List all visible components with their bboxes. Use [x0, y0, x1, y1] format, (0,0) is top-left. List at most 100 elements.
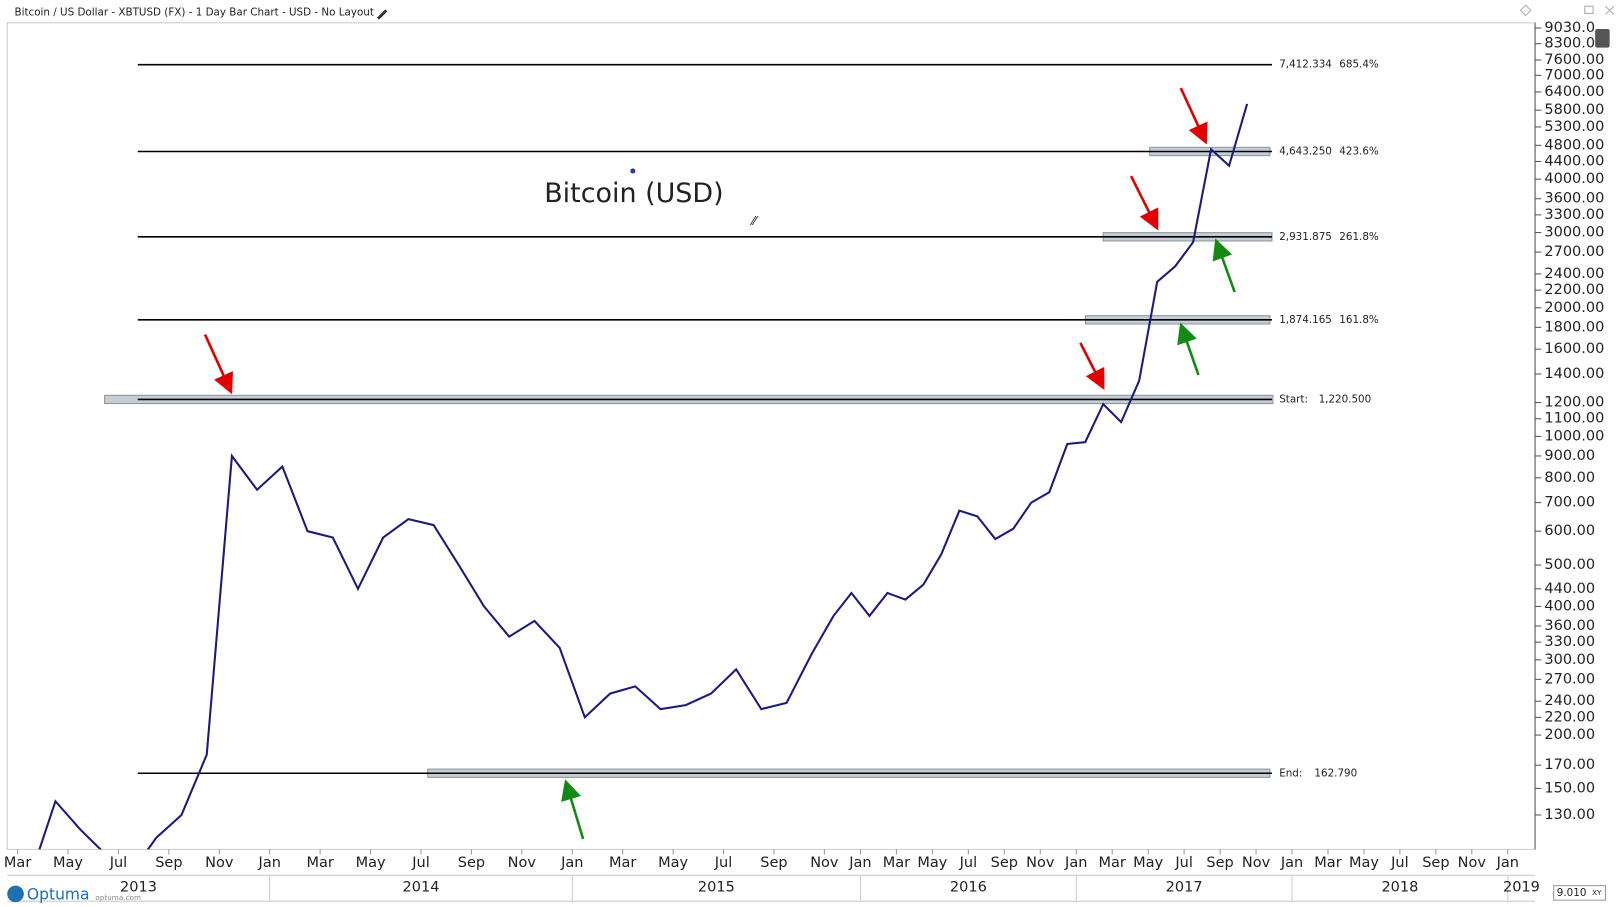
level-label: 1,220.500	[1319, 393, 1372, 405]
x-tick-label: Nov	[1026, 855, 1055, 871]
level-label: 162.790	[1314, 767, 1357, 779]
arrow	[1177, 322, 1200, 376]
x-tick-label: Jan	[1064, 855, 1087, 871]
y-tick-label: 1200.00	[1544, 395, 1604, 411]
x-tick-label: May	[917, 855, 947, 871]
y-tick-label: 240.00	[1544, 693, 1595, 709]
y-tick-label: 1000.00	[1544, 428, 1604, 444]
y-tick-label: 330.00	[1544, 634, 1595, 650]
arrow	[1129, 175, 1159, 231]
y-tick-label: 3000.00	[1544, 225, 1604, 241]
arrow	[1212, 238, 1236, 293]
arrow	[203, 334, 233, 395]
x-tick-label: Sep	[155, 855, 182, 871]
x-tick-label: Mar	[1099, 855, 1126, 871]
edit-icon[interactable]	[377, 9, 388, 20]
x-tick-label: Jan	[1280, 855, 1303, 871]
x-tick-label: Jan	[560, 855, 583, 871]
y-tick-label: 360.00	[1544, 618, 1595, 634]
site: optuma.com	[95, 893, 141, 902]
level-pct: 423.6%	[1339, 145, 1379, 157]
x-tick-label: Mar	[1314, 855, 1341, 871]
level-pct: 685.4%	[1339, 59, 1379, 71]
x-tick-label: Jan	[258, 855, 281, 871]
y-tick-label: 220.00	[1544, 709, 1595, 725]
y-tick-label: 700.00	[1544, 495, 1595, 511]
x-tick-label: Jul	[411, 855, 429, 871]
x-tick-label: Jul	[109, 855, 127, 871]
window-icons[interactable]	[1519, 4, 1615, 17]
level-label: 4,643.250	[1279, 145, 1332, 157]
y-tick-label: 7600.00	[1544, 52, 1604, 68]
zoom-box[interactable]	[1553, 885, 1607, 901]
x-tick-label: Nov	[1242, 855, 1271, 871]
level-label: 7,412.334	[1279, 59, 1332, 71]
year-label: 2014	[403, 880, 440, 896]
lock-icon[interactable]	[1595, 29, 1610, 48]
y-tick-label: 9030.0	[1544, 20, 1595, 36]
y-tick-label: 400.00	[1544, 598, 1595, 614]
annotation-handle	[630, 168, 636, 174]
x-tick-label: Sep	[760, 855, 787, 871]
x-tick-label: Mar	[609, 855, 636, 871]
x-tick-label: Jul	[959, 855, 977, 871]
level-pct: 261.8%	[1339, 231, 1379, 243]
y-tick-label: 8300.0	[1544, 36, 1595, 52]
x-tick-label: Jul	[1390, 855, 1408, 871]
header-title: Bitcoin / US Dollar - XBTUSD (FX) - 1 Da…	[15, 6, 374, 18]
y-tick-label: 1800.00	[1544, 319, 1604, 335]
y-tick-label: 5300.00	[1544, 119, 1604, 135]
y-tick-label: 800.00	[1544, 470, 1595, 486]
y-tick-label: 170.00	[1544, 757, 1595, 773]
x-tick-label: Mar	[4, 855, 31, 871]
arrow	[561, 779, 585, 840]
y-tick-label: 300.00	[1544, 652, 1595, 668]
x-tick-label: Jul	[1174, 855, 1192, 871]
logo: Optuma	[27, 885, 90, 903]
resize-handle: ⁄⁄	[749, 213, 759, 228]
y-tick-label: 1600.00	[1544, 341, 1604, 357]
y-tick-label: 1400.00	[1544, 366, 1604, 382]
x-tick-label: Jul	[714, 855, 732, 871]
logo-icon	[7, 885, 24, 903]
x-tick-label: Nov	[1458, 855, 1487, 871]
x-tick-label: Mar	[306, 855, 333, 871]
arrow	[1079, 342, 1105, 390]
x-tick-label: Jan	[1496, 855, 1519, 871]
year-label: 2016	[950, 880, 987, 896]
y-tick-label: 500.00	[1544, 557, 1595, 573]
level-pct: 161.8%	[1339, 314, 1379, 326]
y-tick-label: 7000.00	[1544, 67, 1604, 83]
price-line	[38, 103, 1249, 850]
year-label: 2018	[1381, 880, 1418, 896]
y-tick-label: 600.00	[1544, 523, 1595, 539]
plot	[38, 63, 1274, 850]
level-name: Start:	[1279, 393, 1308, 405]
annotation: Bitcoin (USD)	[544, 178, 723, 209]
x-tick-label: May	[658, 855, 688, 871]
x-tick-label: Sep	[458, 855, 485, 871]
x-tick-label: Sep	[1206, 855, 1233, 871]
y-tick-label: 150.00	[1544, 780, 1595, 796]
arrow	[1179, 87, 1208, 145]
y-tick-label: 5800.00	[1544, 102, 1604, 118]
y-tick-label: 2200.00	[1544, 282, 1604, 298]
y-tick-label: 270.00	[1544, 671, 1595, 687]
year-label: 2013	[120, 880, 157, 896]
y-tick-label: 130.00	[1544, 807, 1595, 823]
y-tick-label: 4000.00	[1544, 171, 1604, 187]
level-name: End:	[1279, 767, 1302, 779]
x-tick-label: May	[1133, 855, 1163, 871]
x-tick-label: Jan	[848, 855, 871, 871]
y-tick-label: 900.00	[1544, 448, 1595, 464]
y-tick-label: 2000.00	[1544, 300, 1604, 316]
y-tick-label: 1100.00	[1544, 411, 1604, 427]
y-tick-label: 3300.00	[1544, 207, 1604, 223]
x-tick-label: Sep	[1422, 855, 1449, 871]
y-tick-label: 6400.00	[1544, 84, 1604, 100]
x-tick-label: Nov	[205, 855, 234, 871]
year-label: 2017	[1166, 880, 1203, 896]
x-tick-label: Sep	[991, 855, 1018, 871]
year-label: 2015	[698, 880, 735, 896]
x-tick-label: May	[1349, 855, 1379, 871]
